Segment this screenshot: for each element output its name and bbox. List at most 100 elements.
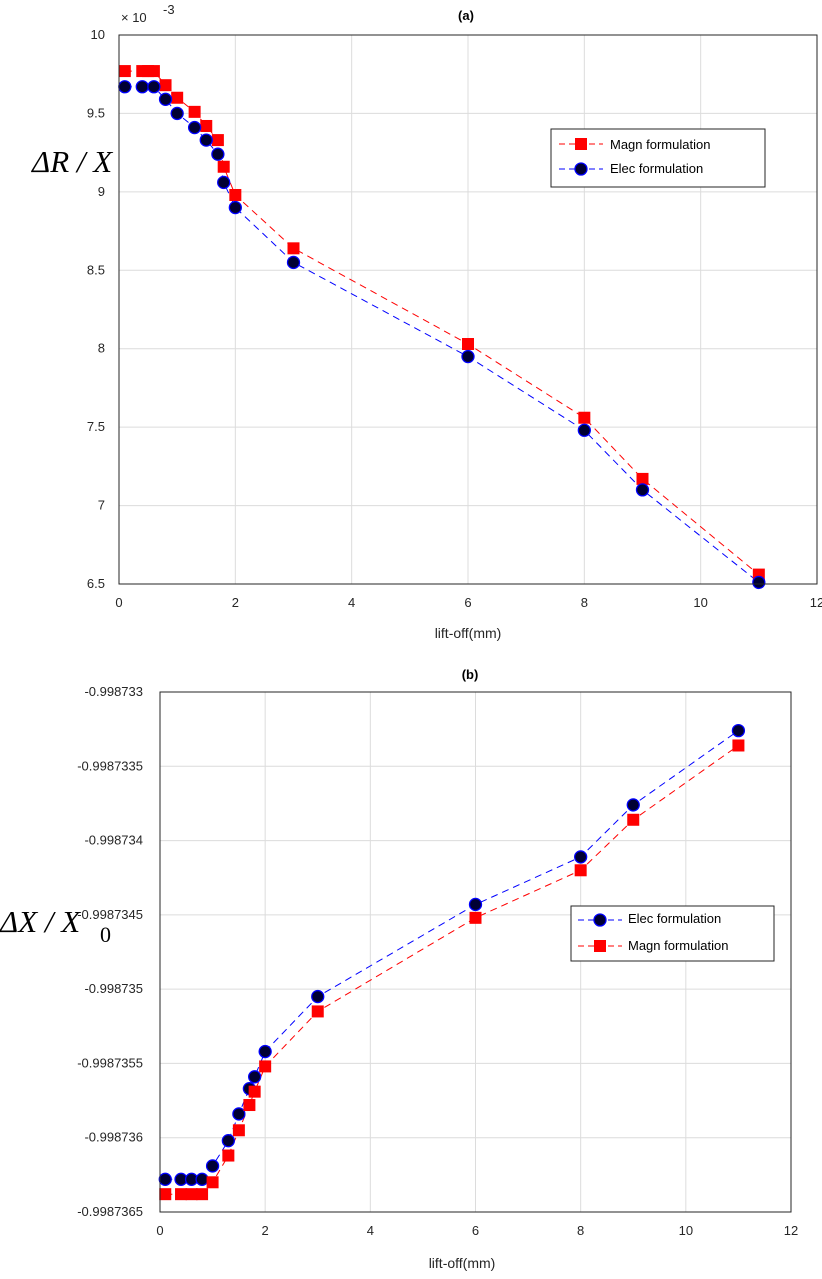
- chart-b-point-elec: [195, 1172, 209, 1186]
- chart-b-legend-box: [570, 905, 775, 962]
- chart-a-y-tick-label: 8: [98, 341, 105, 356]
- chart-a-point-magn: [636, 472, 649, 485]
- chart-a-y-tick-label: 9.5: [87, 105, 105, 120]
- chart-b-point-magn: [259, 1060, 272, 1073]
- chart-a-point-elec: [635, 483, 650, 497]
- chart-b-series-line-magn: [165, 745, 739, 1195]
- chart-a: (a) 0 2 4 6 8 10 12 6.577.588.599.510 × 10 -3 …: [30, 2, 822, 641]
- chart-a-point-magn: [147, 65, 160, 78]
- chart-b-x-tick-label: 4: [367, 1223, 374, 1238]
- chart-a-y-tick-label: 10: [91, 27, 105, 42]
- chart-b-point-magn: [175, 1188, 188, 1201]
- chart-a-x-ticks: 0 2 4 6 8 10 12: [115, 595, 822, 610]
- chart-b-point-elec: [221, 1134, 236, 1148]
- chart-a-point-elec: [217, 175, 231, 190]
- chart-a-point-magn: [159, 79, 172, 92]
- chart-b-y-tick-label: -0.9987335: [77, 758, 143, 773]
- chart-b-x-tick-label: 10: [679, 1223, 693, 1238]
- chart-a-y-ticks: 6.5 7 7.5 8 8.5 9 9.5 10: [87, 27, 105, 591]
- chart-b-x-tick-label: 0: [156, 1223, 163, 1238]
- chart-a-x-tick-label: 4: [348, 595, 355, 610]
- chart-a-point-magn: [211, 134, 224, 147]
- chart-a-point-magn: [188, 105, 201, 118]
- chart-b-lines: [165, 730, 739, 1195]
- chart-b-point-magn: [469, 911, 482, 924]
- chart-b-x-tick-label: 8: [577, 1223, 584, 1238]
- chart-b-title: (b): [462, 667, 479, 682]
- chart-a-y-tick-label: 7.5: [87, 419, 105, 434]
- chart-a-legend-label-elec: Elec formulation: [610, 161, 703, 176]
- chart-a-x-label: lift-off(mm): [435, 625, 502, 641]
- chart-b-point-elec: [247, 1070, 262, 1084]
- chart-a-x-tick-label: 2: [232, 595, 239, 610]
- chart-a-y-tick-label: 8.5: [87, 262, 105, 277]
- chart-b-point-magn: [627, 813, 640, 826]
- chart-b-x-ticks: 0 2 4 6 8 10 12: [156, 1223, 798, 1238]
- chart-b-point-elec: [311, 989, 325, 1004]
- chart-b-point-magn: [222, 1149, 235, 1162]
- chart-b-legend-marker-elec: [593, 913, 607, 927]
- chart-b-x-label: lift-off(mm): [429, 1255, 496, 1271]
- chart-a-legend: Magn formulation Elec formulation: [550, 128, 766, 188]
- chart-b-point-magn: [243, 1099, 256, 1112]
- chart-b-y-tick-label: -0.998735: [84, 981, 143, 996]
- chart-a-point-magn: [287, 242, 300, 255]
- chart-b-point-magn: [196, 1188, 209, 1201]
- chart-a-title: (a): [458, 8, 474, 23]
- chart-a-point-elec: [461, 349, 475, 364]
- chart-a-point-elec: [577, 423, 591, 437]
- chart-b-y-tick-label: -0.998733: [84, 684, 143, 699]
- chart-b-markers: [158, 723, 746, 1201]
- chart-a-point-elec: [170, 106, 184, 121]
- chart-b-point-elec: [258, 1044, 272, 1059]
- chart-a-point-elec: [286, 255, 301, 270]
- chart-b-point-elec: [574, 850, 588, 864]
- chart-b-point-magn: [248, 1085, 261, 1098]
- chart-a-point-magn: [462, 338, 474, 351]
- chart-b: (b) 0 2 4 6 8 10 12 -0.9987365-0.998736-0.9987…: [0, 667, 798, 1271]
- chart-a-y-label: ΔR / X: [30, 144, 113, 179]
- chart-b-legend-label-elec: Elec formulation: [628, 911, 721, 926]
- chart-b-x-tick-label: 6: [472, 1223, 479, 1238]
- chart-a-point-elec: [752, 575, 766, 590]
- chart-a-y-tick-label: 7: [98, 498, 105, 513]
- chart-b-point-magn: [185, 1188, 198, 1201]
- chart-b-x-tick-label: 12: [784, 1223, 798, 1238]
- chart-a-legend-marker-elec: [574, 162, 588, 176]
- chart-b-point-magn: [732, 739, 745, 752]
- chart-a-y-tick-label: 9: [98, 184, 105, 199]
- chart-a-markers: [118, 65, 766, 590]
- chart-a-point-magn: [118, 65, 131, 78]
- chart-b-plot-frame: [159, 691, 792, 1213]
- chart-b-y-tick-label: -0.9987365: [77, 1204, 143, 1219]
- chart-b-y-ticks: -0.9987365 -0.998736 -0.9987355 -0.998735 -0…: [77, 684, 143, 1219]
- chart-b-y-tick-label: -0.998734: [84, 833, 143, 848]
- chart-b-legend: Elec formulation Magn formulation: [570, 905, 775, 962]
- chart-a-point-magn: [217, 160, 230, 173]
- chart-a-point-elec: [135, 80, 149, 94]
- chart-b-point-magn: [232, 1124, 245, 1137]
- chart-a-x-tick-label: 12: [810, 595, 822, 610]
- chart-b-point-elec: [232, 1107, 246, 1121]
- chart-b-y-label-subscript: 0: [100, 922, 111, 947]
- chart-a-plot-frame: [118, 34, 818, 585]
- chart-b-point-elec: [468, 897, 483, 912]
- chart-a-x-tick-label: 6: [464, 595, 471, 610]
- chart-a-y-exponent: -3: [163, 2, 175, 17]
- chart-b-y-tick-label: -0.9987355: [77, 1055, 143, 1070]
- chart-b-point-magn: [311, 1005, 324, 1018]
- chart-a-point-elec: [147, 80, 161, 94]
- chart-a-x-tick-label: 10: [693, 595, 707, 610]
- chart-a-legend-marker-magn: [575, 138, 587, 150]
- chart-b-legend-label-magn: Magn formulation: [628, 938, 728, 953]
- chart-b-legend-marker-magn: [594, 940, 606, 952]
- chart-a-point-elec: [187, 120, 202, 135]
- chart-b-y-tick-label: -0.998736: [84, 1130, 143, 1145]
- chart-b-point-elec: [205, 1159, 220, 1173]
- chart-a-point-elec: [199, 133, 213, 147]
- chart-a-point-elec: [158, 92, 173, 106]
- chart-b-y-label: ΔX / X: [0, 904, 81, 939]
- chart-b-point-elec: [626, 798, 640, 812]
- chart-b-point-magn: [159, 1188, 172, 1201]
